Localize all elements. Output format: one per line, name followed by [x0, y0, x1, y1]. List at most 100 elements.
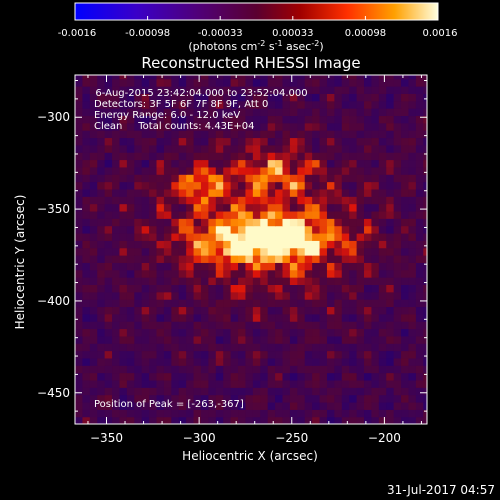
heatmap-cell [126, 409, 135, 418]
heatmap-cell [326, 350, 335, 359]
heatmap-cell [349, 188, 358, 197]
heatmap-cell [193, 262, 202, 271]
heatmap-cell [319, 181, 328, 190]
heatmap-cell [386, 284, 395, 293]
heatmap-cell [356, 218, 365, 227]
colorbar-unit-label: (photons cm-2 s-1 asec-2) [188, 39, 323, 53]
heatmap-cell [112, 225, 121, 234]
heatmap-cell [230, 335, 239, 344]
heatmap-cell [371, 313, 380, 322]
heatmap-cell [282, 335, 291, 344]
heatmap-cell [215, 372, 224, 381]
heatmap-cell [275, 284, 284, 293]
heatmap-cell [252, 416, 261, 424]
heatmap-cell [215, 130, 224, 139]
heatmap-cell [371, 188, 380, 197]
heatmap-cell [267, 387, 276, 396]
heatmap-cell [423, 86, 427, 94]
heatmap-cell [186, 262, 195, 271]
y-tick-label: −350 [37, 202, 70, 216]
heatmap-cell [119, 115, 128, 124]
heatmap-cell [178, 210, 187, 219]
heatmap-cell [104, 108, 113, 117]
heatmap-cell [97, 365, 106, 374]
heatmap-cell [393, 210, 402, 219]
heatmap-cell [163, 299, 172, 308]
heatmap-cell [267, 372, 276, 381]
heatmap-cell [112, 401, 121, 410]
heatmap-cell [104, 166, 113, 175]
heatmap-cell [415, 255, 424, 263]
heatmap-cell [215, 144, 224, 153]
heatmap-cell [282, 225, 291, 234]
heatmap-cell [349, 225, 358, 234]
heatmap-cell [267, 181, 276, 190]
heatmap-cell [178, 196, 187, 205]
heatmap-cell [408, 416, 417, 424]
heatmap-cell [89, 365, 98, 374]
heatmap-cell [386, 144, 395, 153]
heatmap-cell [304, 122, 313, 131]
heatmap-cell [319, 269, 328, 278]
heatmap-cell [200, 269, 209, 278]
heatmap-cell [356, 240, 365, 249]
heatmap-cell [97, 130, 106, 139]
heatmap-cell [82, 335, 91, 344]
heatmap-cell [319, 144, 328, 153]
heatmap-cell [378, 100, 387, 109]
heatmap-cell [163, 86, 172, 94]
heatmap-cell [304, 166, 313, 175]
heatmap-cell [326, 240, 335, 249]
heatmap-cell [289, 232, 298, 241]
heatmap-cell [223, 86, 232, 94]
heatmap-cell [171, 313, 180, 322]
heatmap-cell [378, 93, 387, 102]
heatmap-cell [208, 232, 217, 241]
heatmap-cell [334, 372, 343, 381]
heatmap-cell [97, 291, 106, 300]
heatmap-cell [319, 328, 328, 337]
heatmap-cell [364, 306, 373, 315]
heatmap-cell [356, 343, 365, 352]
heatmap-cell [245, 78, 254, 87]
heatmap-cell [215, 350, 224, 359]
heatmap-cell [186, 75, 195, 80]
heatmap-cell [230, 394, 239, 403]
heatmap-cell [334, 335, 343, 344]
heatmap-cell [156, 299, 165, 308]
heatmap-cell [393, 306, 402, 315]
heatmap-cell [282, 284, 291, 293]
heatmap-cell [104, 75, 113, 80]
heatmap-cell [186, 343, 195, 352]
heatmap-cell [423, 255, 427, 263]
heatmap-cell [230, 350, 239, 359]
heatmap-cell [149, 357, 158, 366]
heatmap-cell [267, 188, 276, 197]
heatmap-cell [326, 86, 335, 94]
heatmap-cell [119, 401, 128, 410]
heatmap-cell [75, 78, 84, 87]
heatmap-cell [178, 306, 187, 315]
heatmap-cell [356, 262, 365, 271]
heatmap-cell [415, 299, 424, 308]
heatmap-cell [341, 255, 350, 263]
heatmap-cell [245, 328, 254, 337]
heatmap-cell [75, 313, 84, 322]
heatmap-cell [82, 255, 91, 263]
heatmap-cell [134, 299, 143, 308]
heatmap-cell [393, 343, 402, 352]
heatmap-cell [260, 75, 269, 80]
heatmap-cell [104, 262, 113, 271]
heatmap-cell [371, 225, 380, 234]
heatmap-cell [371, 401, 380, 410]
heatmap-cell [223, 93, 232, 102]
heatmap-cell [386, 350, 395, 359]
heatmap-cell [334, 144, 343, 153]
heatmap-cell [349, 416, 358, 424]
heatmap-cell [304, 416, 313, 424]
heatmap-cell [297, 394, 306, 403]
heatmap-cell [334, 75, 343, 80]
heatmap-cell [97, 188, 106, 197]
heatmap-cell [230, 159, 239, 168]
heatmap-cell [386, 299, 395, 308]
